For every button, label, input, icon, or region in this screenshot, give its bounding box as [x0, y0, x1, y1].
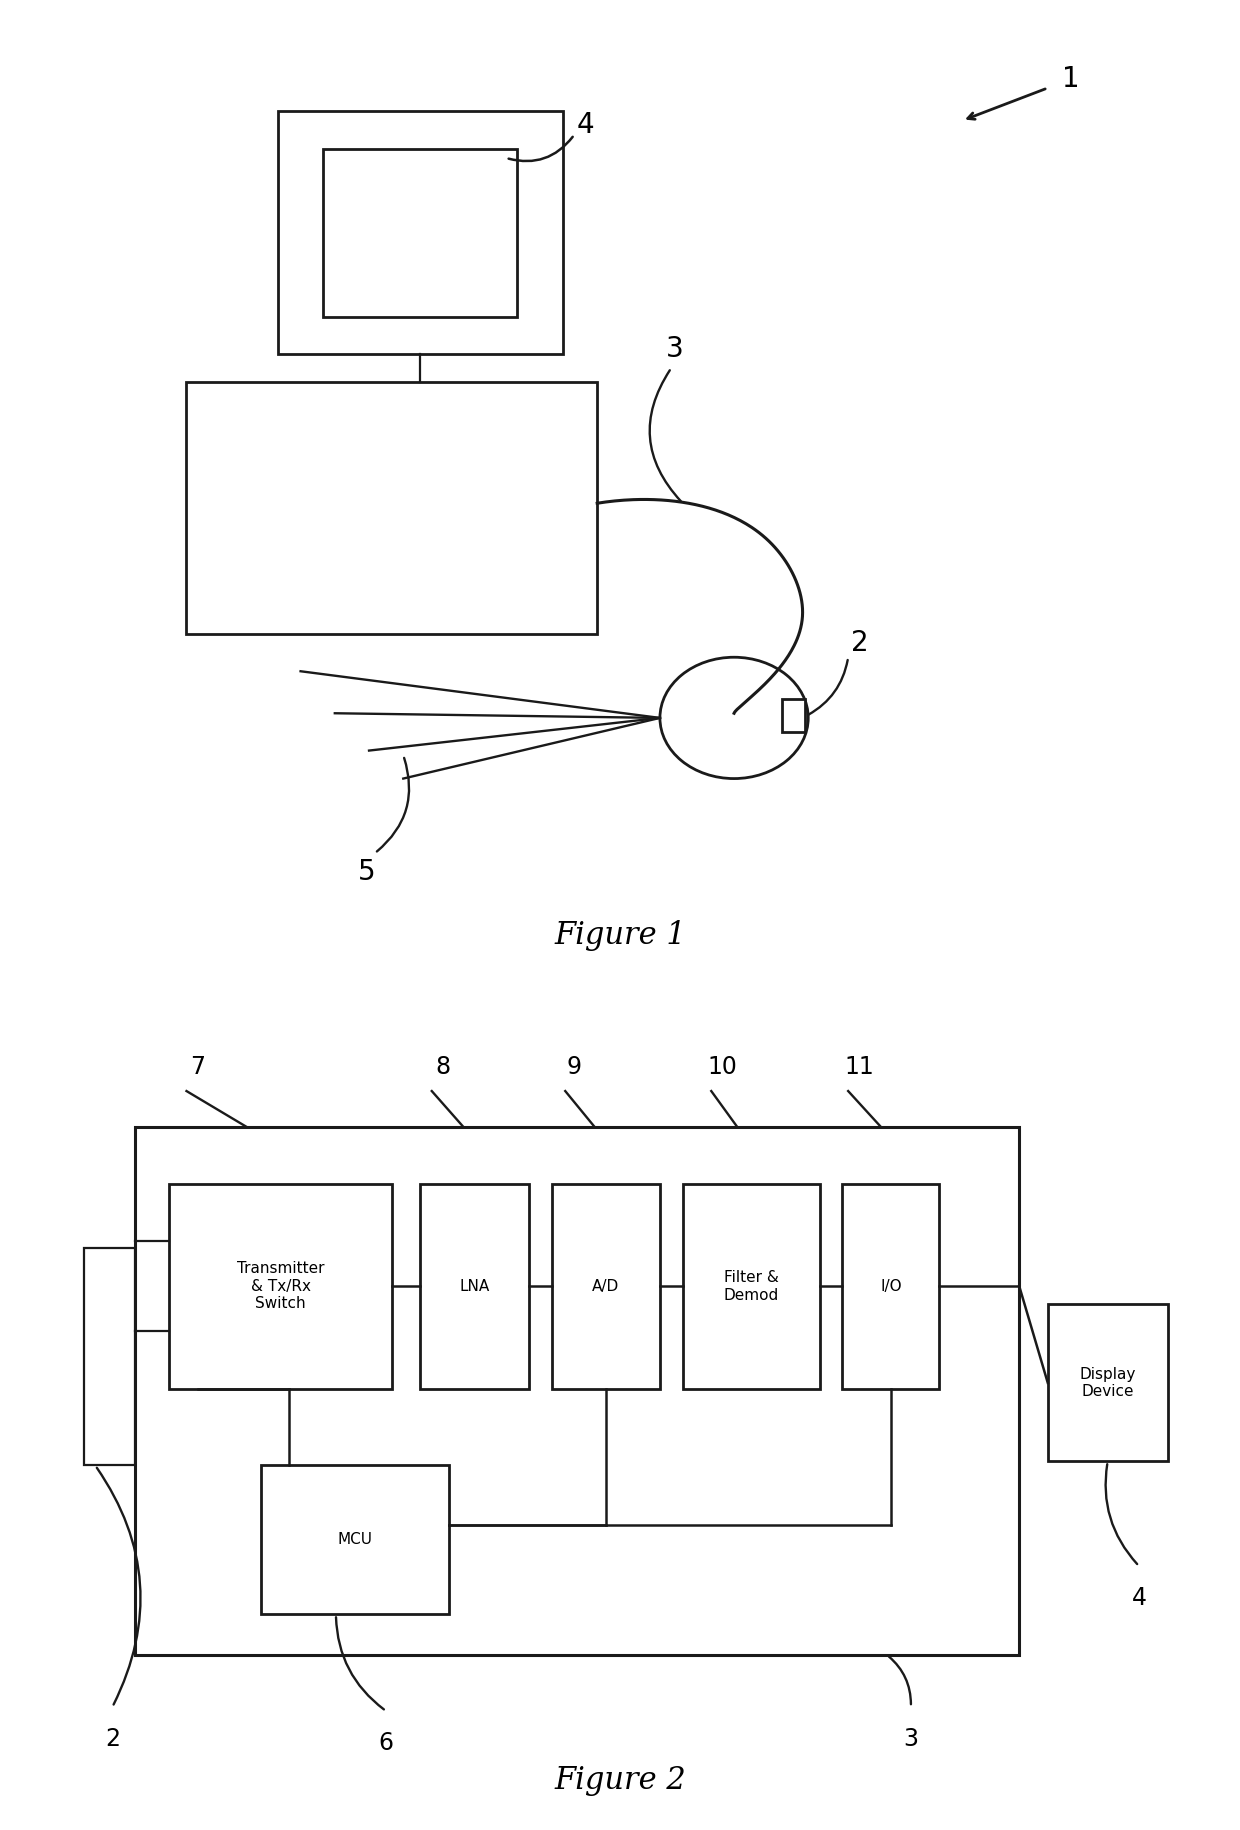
Bar — [1048, 1305, 1168, 1462]
Text: I/O: I/O — [880, 1279, 901, 1294]
Text: 2: 2 — [105, 1728, 120, 1751]
Bar — [260, 1466, 449, 1614]
Text: LNA: LNA — [460, 1279, 490, 1294]
Text: 6: 6 — [378, 1731, 393, 1755]
Bar — [324, 148, 517, 317]
Text: 10: 10 — [708, 1054, 738, 1080]
Text: 11: 11 — [844, 1054, 874, 1080]
Text: 1: 1 — [1061, 64, 1080, 93]
Text: Display
Device: Display Device — [1080, 1367, 1136, 1400]
Text: Figure 2: Figure 2 — [554, 1764, 686, 1795]
Text: 2: 2 — [851, 630, 868, 657]
Circle shape — [660, 657, 808, 778]
Bar — [683, 1184, 820, 1389]
Text: Figure 1: Figure 1 — [554, 920, 686, 952]
Bar — [135, 1127, 1019, 1654]
Text: 4: 4 — [1132, 1587, 1147, 1610]
Text: Transmitter
& Tx/Rx
Switch: Transmitter & Tx/Rx Switch — [237, 1261, 325, 1312]
Text: 8: 8 — [435, 1054, 450, 1080]
Bar — [552, 1184, 660, 1389]
Bar — [782, 699, 805, 732]
Text: 7: 7 — [191, 1054, 206, 1080]
Bar — [84, 1248, 135, 1466]
Bar — [278, 112, 563, 353]
Bar — [186, 382, 598, 633]
Text: 9: 9 — [567, 1054, 582, 1080]
Bar — [170, 1184, 392, 1389]
Text: 3: 3 — [904, 1728, 919, 1751]
Text: MCU: MCU — [337, 1532, 372, 1548]
Text: 4: 4 — [577, 112, 595, 139]
Text: 5: 5 — [358, 858, 376, 886]
Text: Filter &
Demod: Filter & Demod — [724, 1270, 779, 1303]
Text: A/D: A/D — [593, 1279, 619, 1294]
Bar — [420, 1184, 528, 1389]
Bar — [842, 1184, 940, 1389]
Text: 3: 3 — [666, 335, 683, 364]
